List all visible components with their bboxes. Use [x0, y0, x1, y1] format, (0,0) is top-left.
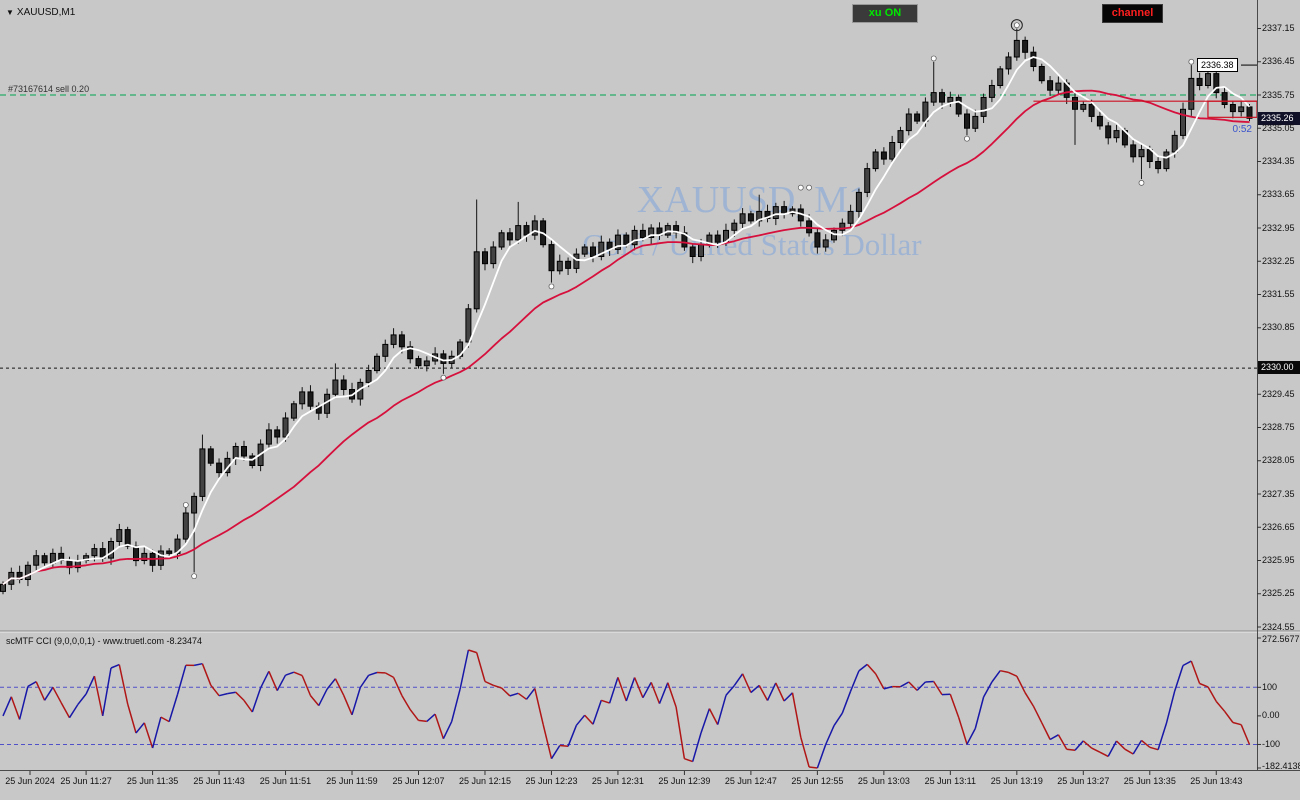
- time-axis-label: 25 Jun 2024: [5, 776, 55, 786]
- channel-button[interactable]: channel: [1102, 4, 1163, 23]
- price-axis-label: 2327.35: [1262, 488, 1295, 499]
- indicator-title: scMTF CCI (9,0,0,0,1) - www.truetl.com -…: [6, 636, 203, 646]
- time-axis-label: 25 Jun 11:51: [259, 776, 312, 786]
- time-axis-label: 25 Jun 13:43: [1190, 776, 1243, 786]
- time-axis-label: 25 Jun 12:15: [458, 776, 512, 786]
- price-axis-label: 2334.35: [1262, 156, 1295, 166]
- time-axis-label: 25 Jun 12:23: [525, 776, 578, 786]
- price-axis-label: 2335.05: [1262, 122, 1295, 133]
- time-axis-label: 25 Jun 11:43: [193, 776, 245, 786]
- candle-timer: 0:52: [1232, 124, 1252, 135]
- order-line-label[interactable]: #73167614 sell 0.20: [8, 84, 90, 94]
- time-axis-label: 25 Jun 13:11: [924, 776, 976, 786]
- price-axis-label: 2333.65: [1262, 189, 1295, 200]
- indicator-axis-label: -100: [1262, 739, 1281, 749]
- indicator-axis-label: -182.4138: [1262, 761, 1300, 771]
- price-axis-label: 2328.75: [1262, 422, 1295, 432]
- symbol-text: XAUUSD,M1: [16, 7, 76, 18]
- xu-toggle-button[interactable]: xu ON: [852, 4, 918, 23]
- price-axis-label: 2325.95: [1262, 555, 1295, 565]
- indicator-axis-label: 100: [1262, 681, 1278, 692]
- current-price-label: 2335.26: [1258, 112, 1300, 125]
- price-axis-label: 2325.25: [1262, 588, 1295, 599]
- symbol-label[interactable]: ▼ XAUUSD,M1: [6, 7, 75, 18]
- time-axis-label: 25 Jun 12:39: [658, 776, 711, 786]
- time-axis-label: 25 Jun 12:47: [724, 776, 777, 786]
- time-axis-label: 25 Jun 13:19: [990, 776, 1043, 786]
- time-axis-label: 25 Jun 13:27: [1057, 776, 1110, 786]
- time-axis-label: 25 Jun 13:03: [857, 776, 910, 786]
- price-marker-label[interactable]: 2336.38: [1197, 58, 1238, 72]
- price-axis-label: 2331.55: [1262, 289, 1295, 299]
- indicator-axis-label: 272.56777: [1262, 634, 1300, 644]
- price-axis-label: 2335.75: [1262, 89, 1295, 100]
- watermark-name: Gold / United States Dollar: [582, 226, 922, 262]
- time-axis-label: 25 Jun 11:59: [326, 776, 378, 786]
- price-axis-label: 2337.15: [1262, 23, 1295, 33]
- price-axis-label: 2332.95: [1262, 222, 1295, 233]
- time-axis-label: 25 Jun 12:31: [591, 776, 644, 786]
- time-axis-label: 25 Jun 11:35: [126, 776, 179, 786]
- time-axis-label: 25 Jun 12:55: [791, 776, 844, 786]
- price-axis-label: 2332.25: [1262, 255, 1295, 266]
- price-axis-label: 2328.05: [1262, 455, 1295, 466]
- watermark: XAUUSD, M1 Gold / United States Dollar: [582, 176, 921, 264]
- hline-price-label[interactable]: 2330.00: [1258, 361, 1300, 374]
- price-axis-label: 2326.65: [1262, 521, 1295, 532]
- price-axis-label: 2336.45: [1262, 56, 1295, 67]
- time-axis-label: 25 Jun 13:35: [1123, 776, 1176, 786]
- time-axis-label: 25 Jun 12:07: [392, 776, 445, 786]
- indicator-axis-label: 0.00: [1262, 710, 1280, 721]
- price-axis-label: 2324.55: [1262, 621, 1295, 632]
- price-axis-label: 2329.45: [1262, 388, 1295, 399]
- time-axis-label: 25 Jun 11:27: [60, 776, 112, 786]
- price-axis-label: 2330.85: [1262, 322, 1295, 333]
- chevron-down-icon[interactable]: ▼: [6, 8, 14, 17]
